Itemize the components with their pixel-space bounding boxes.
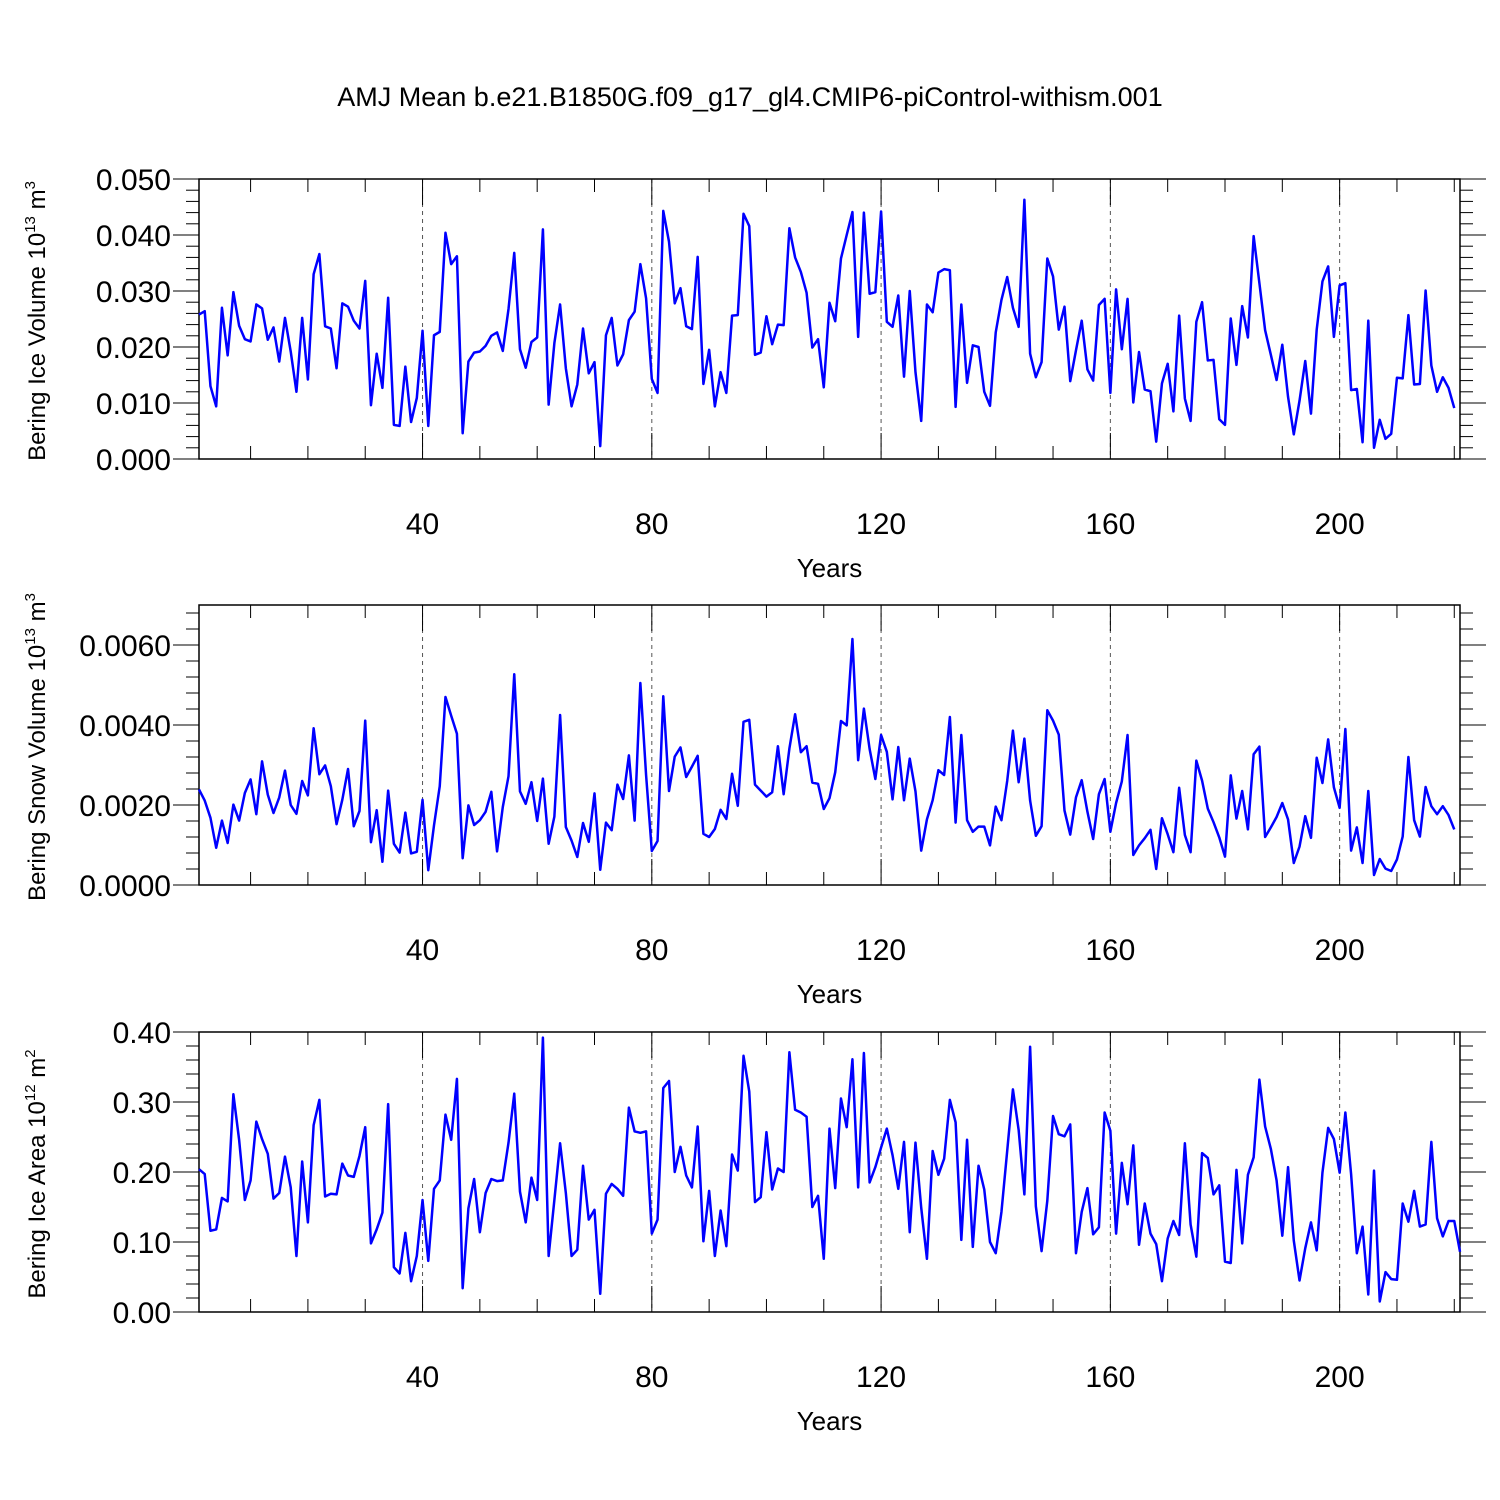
y-axis-label: Bering Snow Volume 1013 m3 — [22, 593, 51, 901]
x-tick-label: 160 — [1085, 934, 1135, 967]
x-tick-label: 200 — [1315, 508, 1365, 541]
series-line-0 — [197, 637, 1456, 877]
panel-ice-area: 0.00 0.10 0.20 0.30 0.40 40 80 120 160 200 Years Be… — [22, 1017, 1486, 1436]
y-axis-label-exp: 12 — [22, 1084, 39, 1101]
x-tick-label: 40 — [406, 934, 439, 967]
series-line-0 — [198, 198, 1456, 450]
x-tick-label: 200 — [1315, 1361, 1365, 1394]
x-axis-label: Years — [797, 979, 863, 1009]
plot-frame — [198, 178, 1461, 460]
y-axis-label: Bering Ice Volume 1013 m3 — [22, 181, 51, 461]
plot-frame — [198, 604, 1461, 886]
y-axis-label-unit: m — [24, 601, 51, 628]
x-tick-label: 200 — [1315, 934, 1365, 967]
y-axis-label-name: Bering Ice Volume 10 — [24, 233, 51, 461]
y-tick-label: 0.000 — [96, 444, 171, 477]
x-tick-label: 80 — [635, 508, 668, 541]
panel-snow-volume: 0.0000 0.0020 0.0040 0.0060 40 80 120 160 200 Yea… — [22, 593, 1486, 1009]
y-tick-label: 0.10 — [113, 1227, 171, 1260]
y-tick-label: 0.040 — [96, 220, 171, 253]
x-tick-label: 160 — [1085, 1361, 1135, 1394]
y-tick-label: 0.020 — [96, 332, 171, 365]
x-tick-label: 80 — [635, 934, 668, 967]
x-tick-label: 160 — [1085, 508, 1135, 541]
y-tick-label: 0.0060 — [79, 630, 171, 663]
y-axis-label-unit-exp: 3 — [22, 181, 39, 189]
y-axis-label-name: Bering Ice Area 10 — [24, 1101, 51, 1298]
x-tick-label: 120 — [856, 1361, 906, 1394]
y-axis-label-unit-exp: 2 — [22, 1049, 39, 1057]
y-tick-label: 0.0040 — [79, 710, 171, 743]
y-axis-label: Bering Ice Area 1012 m2 — [22, 1049, 51, 1298]
x-tick-label: 40 — [406, 508, 439, 541]
panel-ice-volume: 0.000 0.010 0.020 0.030 0.040 0.050 40 80 120 160… — [22, 164, 1486, 583]
x-axis-label: Years — [797, 553, 863, 583]
y-tick-label: 0.050 — [96, 164, 171, 197]
y-tick-label: 0.030 — [96, 276, 171, 309]
y-axis-label-unit: m — [24, 189, 51, 216]
y-tick-label: 0.30 — [113, 1087, 171, 1120]
x-tick-label: 40 — [406, 1361, 439, 1394]
y-tick-label: 0.0020 — [79, 790, 171, 823]
y-axis-label-exp: 13 — [22, 216, 39, 233]
x-tick-label: 120 — [856, 508, 906, 541]
x-tick-label: 80 — [635, 1361, 668, 1394]
y-axis-label-unit: m — [24, 1058, 51, 1085]
plot-frame — [198, 1031, 1461, 1313]
y-tick-label: 0.00 — [113, 1297, 171, 1330]
y-tick-label: 0.40 — [113, 1017, 171, 1050]
y-tick-label: 0.010 — [96, 388, 171, 421]
y-axis-label-name: Bering Snow Volume 10 — [24, 645, 51, 901]
y-axis-label-unit-exp: 3 — [22, 593, 39, 601]
x-tick-label: 120 — [856, 934, 906, 967]
series-line-0 — [198, 1036, 1462, 1303]
y-tick-label: 0.0000 — [79, 870, 171, 903]
x-axis-label: Years — [797, 1406, 863, 1436]
y-tick-label: 0.20 — [113, 1157, 171, 1190]
figure-title: AMJ Mean b.e21.B1850G.f09_g17_gl4.CMIP6-… — [337, 82, 1163, 112]
y-axis-label-exp: 13 — [22, 628, 39, 645]
